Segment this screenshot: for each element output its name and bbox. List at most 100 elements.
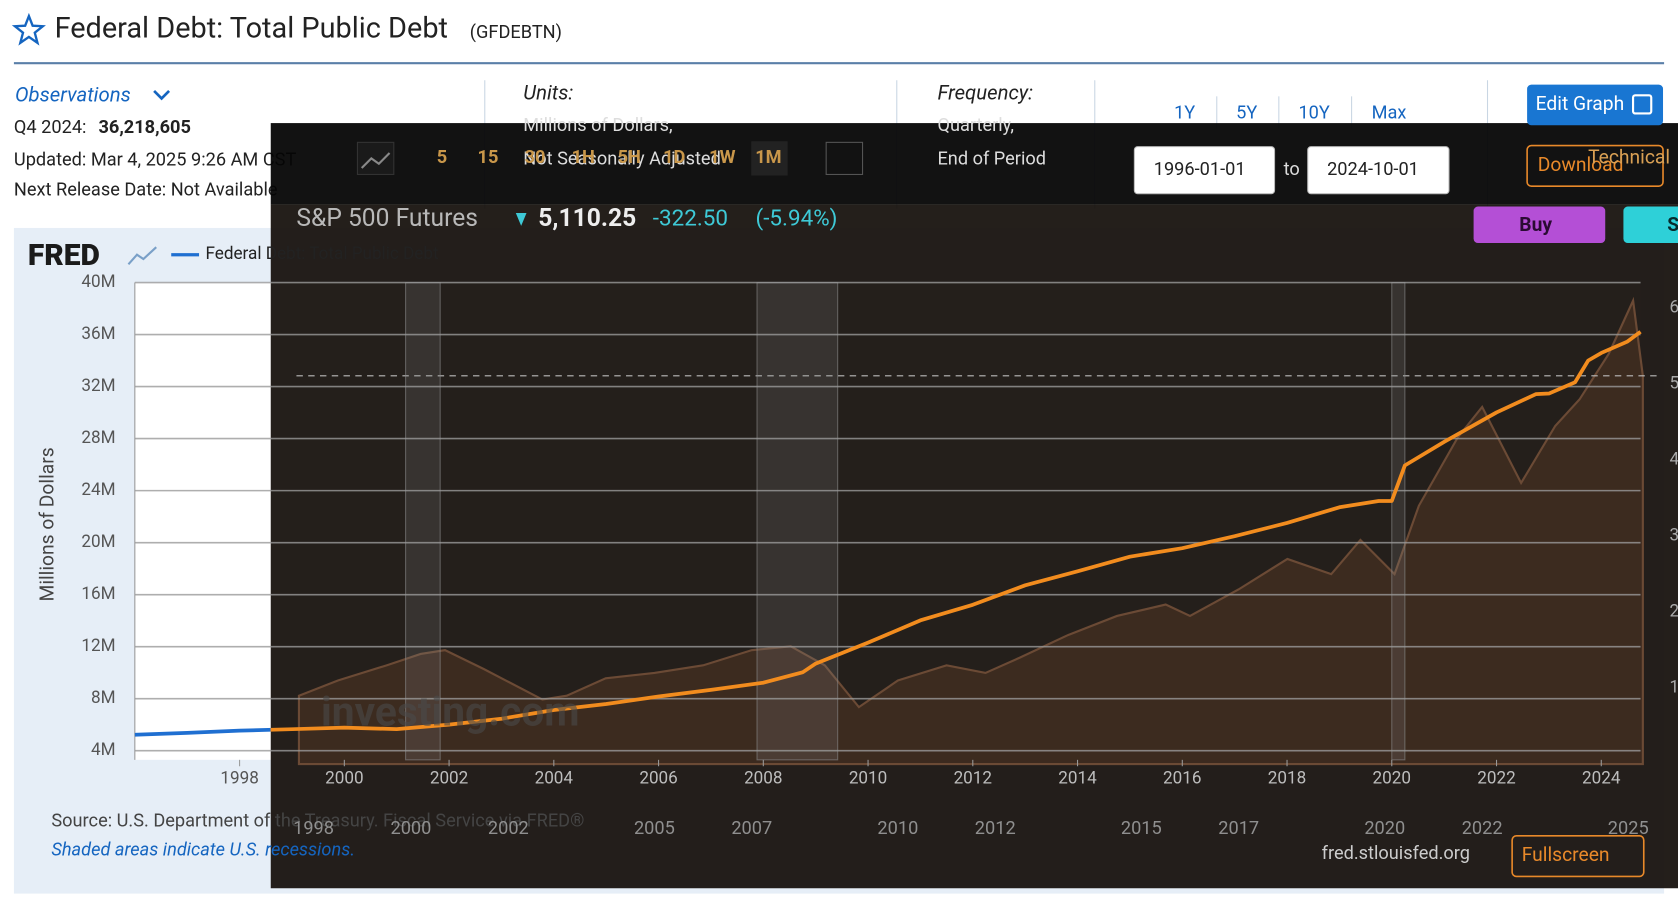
overlay-x-tick-label: 2005 <box>634 818 675 839</box>
instrument-name: S&P 500 Futures <box>296 204 478 233</box>
overlay-y-tick-label: 5000 <box>1669 374 1678 394</box>
x-tick-label: 2020 <box>1373 769 1411 789</box>
series-id: (GFDEBTN) <box>470 22 562 43</box>
end-date[interactable]: 2024-10-01 <box>1327 159 1419 180</box>
sell-label[interactable]: Sell <box>1667 213 1678 236</box>
timeframe[interactable]: 1H <box>572 147 595 168</box>
timeframe[interactable]: 15 <box>478 147 499 168</box>
overlay-x-tick-label: 2015 <box>1121 818 1162 839</box>
fullscreen-label[interactable]: Fullscreen <box>1522 843 1610 866</box>
overlay-y-tick-label: 6000 <box>1669 298 1678 318</box>
start-date-input[interactable] <box>1133 146 1276 195</box>
x-tick-label: 2022 <box>1477 769 1515 789</box>
overlay-area <box>297 296 1644 766</box>
series-line <box>134 330 1642 737</box>
buy-button[interactable] <box>1473 206 1606 243</box>
site: fred.stlouisfed.org <box>1322 843 1470 864</box>
change-pct: (-5.94%) <box>756 205 838 231</box>
range-button[interactable]: 5Y <box>1236 102 1257 123</box>
edit-graph-label[interactable]: Edit Graph <box>1536 92 1625 115</box>
y-tick-label: 24M <box>81 480 115 500</box>
y-tick-label: 40M <box>81 272 115 292</box>
fullscreen-button[interactable] <box>1511 835 1645 878</box>
favorite-star[interactable] <box>11 12 46 46</box>
overlay-x-tick-label: 2000 <box>390 818 431 839</box>
page-title: Federal Debt: Total Public Debt <box>55 12 448 46</box>
chart-type-icon[interactable] <box>356 141 395 175</box>
units-line: Not Seasonally Adjusted <box>523 148 721 169</box>
price: 5,110.25 <box>538 204 636 233</box>
down-arrow <box>515 212 527 226</box>
overlay-x-tick-label: 2002 <box>488 818 529 839</box>
recession-note: Shaded areas indicate U.S. recessions. <box>51 840 355 861</box>
overlay-x-tick-label: 2022 <box>1462 818 1503 839</box>
timeframe[interactable]: 5H <box>618 147 641 168</box>
updated: Updated: Mar 4, 2025 9:26 AM CST <box>14 149 297 170</box>
overlay-x-tick-label: 2025 <box>1608 818 1649 839</box>
y-tick-label: 32M <box>81 376 115 396</box>
timeframe[interactable]: 1D <box>663 147 685 168</box>
timeframe[interactable]: 30 <box>525 147 546 168</box>
overlay-y-tick-label: 4000 <box>1669 450 1678 470</box>
date-separator: to <box>1284 159 1300 180</box>
y-tick-label: 28M <box>81 428 115 448</box>
chevron[interactable] <box>153 90 171 101</box>
end-date-input[interactable] <box>1307 146 1450 195</box>
timeframe[interactable]: 1M <box>755 147 781 168</box>
y-tick-label: 20M <box>81 532 115 552</box>
logo-glyph <box>127 246 157 266</box>
y-axis-title: Millions of Dollars <box>35 447 58 601</box>
technical-tab[interactable]: Technical <box>1588 145 1670 168</box>
observations-toggle[interactable]: Observations <box>15 83 131 107</box>
overlay-y-tick-label: 1000 <box>1669 678 1678 698</box>
overlay-x-tick-label: 2010 <box>877 818 918 839</box>
obs-period: Q4 2024: <box>14 117 87 138</box>
x-tick-label: 1998 <box>220 769 258 789</box>
range-button[interactable]: 1Y <box>1174 102 1195 123</box>
start-date[interactable]: 1996-01-01 <box>1154 159 1246 180</box>
frequency-line: End of Period <box>937 148 1046 169</box>
range-button[interactable]: Max <box>1372 102 1407 123</box>
x-tick-label: 2010 <box>849 769 887 789</box>
edit-graph-button[interactable] <box>1527 84 1664 126</box>
obs-value: 36,218,605 <box>98 117 190 138</box>
fred-front <box>134 281 1642 767</box>
x-tick-label: 2006 <box>639 769 677 789</box>
chart-type-glyph <box>360 152 391 169</box>
frequency-line: Quarterly, <box>937 115 1013 136</box>
overlay-x-tick-label: 2012 <box>975 818 1016 839</box>
legend-label: Federal Debt: Total Public Debt <box>205 244 438 264</box>
recession-band <box>756 282 839 761</box>
range-button[interactable]: 10Y <box>1298 102 1329 123</box>
x-tick-label: 2000 <box>325 769 363 789</box>
timeframe[interactable]: 1W <box>709 147 735 168</box>
x-tick-label: 2018 <box>1268 769 1306 789</box>
overlay-x-tick-label: 2020 <box>1364 818 1405 839</box>
x-tick-label: 2014 <box>1058 769 1097 789</box>
edit-icon[interactable] <box>1631 94 1653 115</box>
overlay-x-tick-label: 2007 <box>731 818 772 839</box>
sell-button[interactable] <box>1623 206 1678 243</box>
overlay-chart <box>296 296 1657 766</box>
calendar-icon[interactable] <box>825 141 864 175</box>
x-tick-label: 2008 <box>744 769 782 789</box>
active-timeframe <box>751 141 788 176</box>
overlay-panel <box>270 204 1678 889</box>
timeframe[interactable]: 5 <box>437 147 447 168</box>
download-button[interactable] <box>1526 144 1664 188</box>
source: Source: U.S. Department of the Treasury.… <box>51 811 584 832</box>
buy-label[interactable]: Buy <box>1519 213 1552 236</box>
overlay-x-tick-label: 2017 <box>1218 818 1259 839</box>
x-tick-label: 2012 <box>954 769 992 789</box>
x-tick-label: 2004 <box>535 769 574 789</box>
watermark: investing.com <box>321 688 579 736</box>
overlay-y-tick-label: 3000 <box>1669 526 1678 546</box>
x-tick-label: 2024 <box>1582 769 1621 789</box>
y-tick-label: 8M <box>91 688 116 708</box>
download-label[interactable]: Download <box>1538 153 1624 176</box>
frequency-label: Frequency: <box>937 81 1033 105</box>
overlay-y-tick-label: 2000 <box>1669 602 1678 622</box>
next-release: Next Release Date: Not Available <box>14 179 278 200</box>
